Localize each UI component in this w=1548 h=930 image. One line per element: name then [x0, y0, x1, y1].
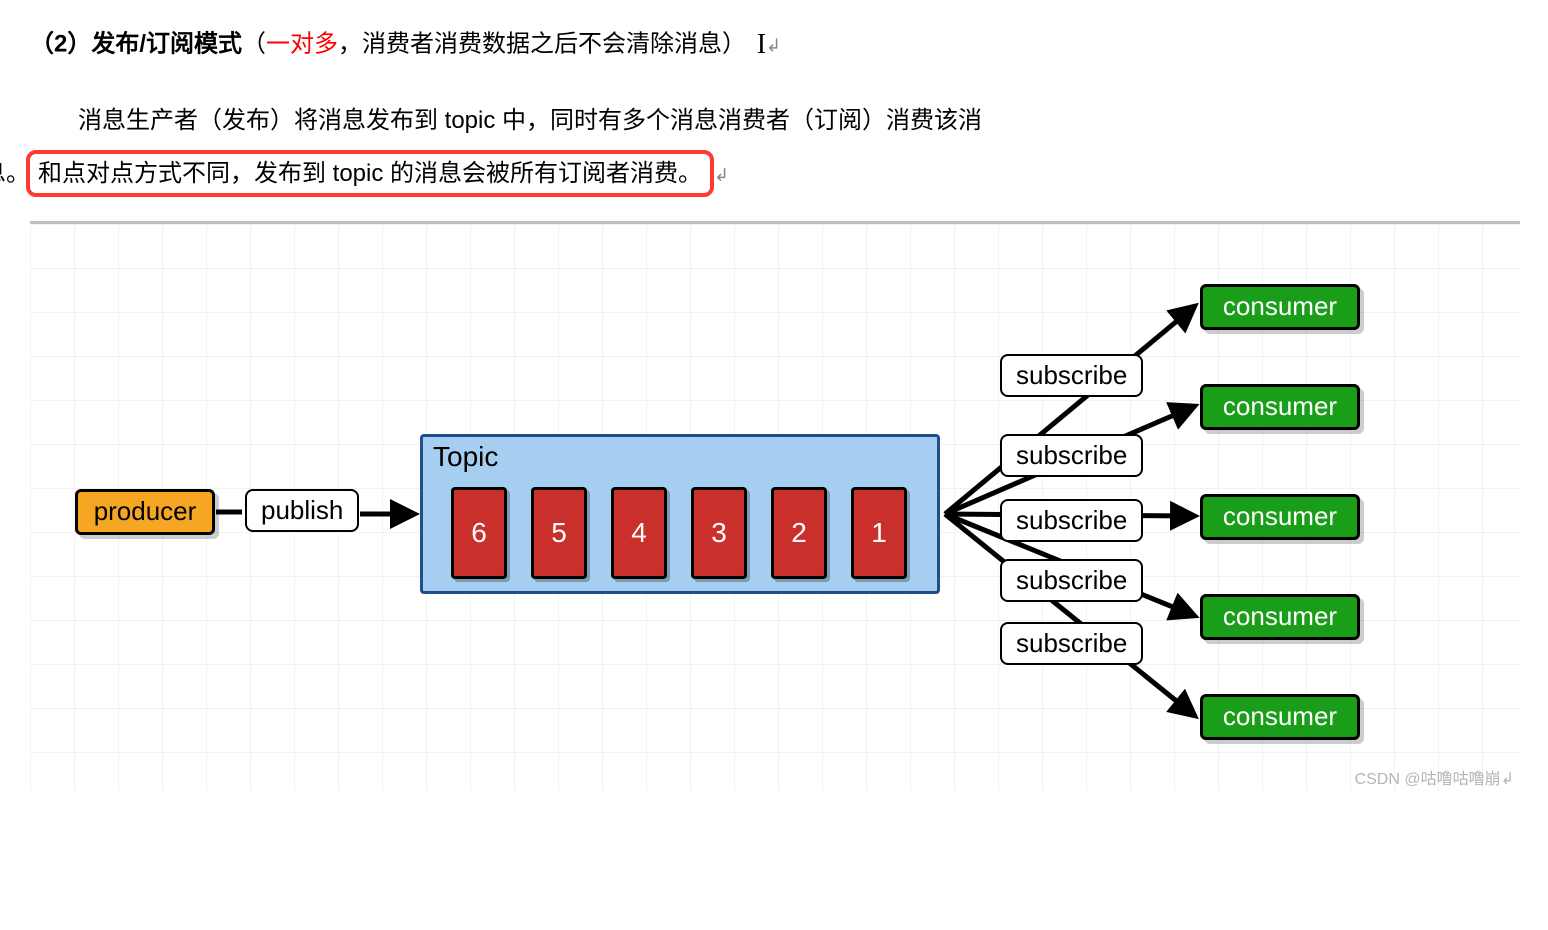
- highlight-box: 和点对点方式不同，发布到 topic 的消息会被所有订阅者消费。: [26, 150, 714, 197]
- subscribe-label: subscribe: [1000, 559, 1143, 602]
- heading-prefix: （2）: [30, 31, 91, 58]
- topic-message: 4: [611, 487, 667, 579]
- return-mark-icon: ↲: [766, 36, 781, 56]
- description-block: 消息生产者（发布）将消息发布到 topic 中，同时有多个消息消费者（订阅）消费…: [30, 95, 1518, 201]
- subscribe-label: subscribe: [1000, 499, 1143, 542]
- publish-label: publish: [245, 489, 359, 532]
- topic-message: 3: [691, 487, 747, 579]
- producer-node: producer: [75, 489, 215, 535]
- topic-message: 2: [771, 487, 827, 579]
- text-cursor-icon: I: [757, 20, 766, 70]
- watermark: CSDN @咕噜咕噜崩↲: [1355, 765, 1514, 789]
- paren-open: （: [242, 31, 266, 58]
- consumer-node: consumer: [1200, 284, 1360, 330]
- publish-text: publish: [261, 495, 343, 526]
- heading-red: 一对多: [266, 31, 338, 58]
- consumer-node: consumer: [1200, 384, 1360, 430]
- subscribe-label: subscribe: [1000, 354, 1143, 397]
- topic-message: 6: [451, 487, 507, 579]
- highlight-text: 和点对点方式不同，发布到 topic 的消息会被所有订阅者消费。: [38, 160, 702, 187]
- consumer-node: consumer: [1200, 594, 1360, 640]
- heading-rest: ，消费者消费数据之后不会清除消息）: [338, 31, 746, 58]
- topic-node: Topic 654321: [420, 434, 940, 594]
- subscribe-label: subscribe: [1000, 622, 1143, 665]
- pubsub-diagram: producer publish Topic 654321 subscribe s…: [30, 221, 1520, 791]
- text-section: （2）发布/订阅模式（一对多，消费者消费数据之后不会清除消息） I↲ 消息生产者…: [30, 20, 1518, 201]
- consumer-node: consumer: [1200, 494, 1360, 540]
- producer-label: producer: [94, 496, 197, 527]
- heading-title: 发布/订阅模式: [91, 31, 242, 58]
- topic-message: 5: [531, 487, 587, 579]
- topic-title: Topic: [433, 441, 498, 473]
- consumer-node: consumer: [1200, 694, 1360, 740]
- desc-line1: 消息生产者（发布）将消息发布到 topic 中，同时有多个消息消费者（订阅）消费…: [78, 107, 982, 134]
- heading-line: （2）发布/订阅模式（一对多，消费者消费数据之后不会清除消息） I↲: [30, 20, 1518, 70]
- topic-message: 1: [851, 487, 907, 579]
- return-mark-icon: ↲: [714, 165, 729, 185]
- subscribe-label: subscribe: [1000, 434, 1143, 477]
